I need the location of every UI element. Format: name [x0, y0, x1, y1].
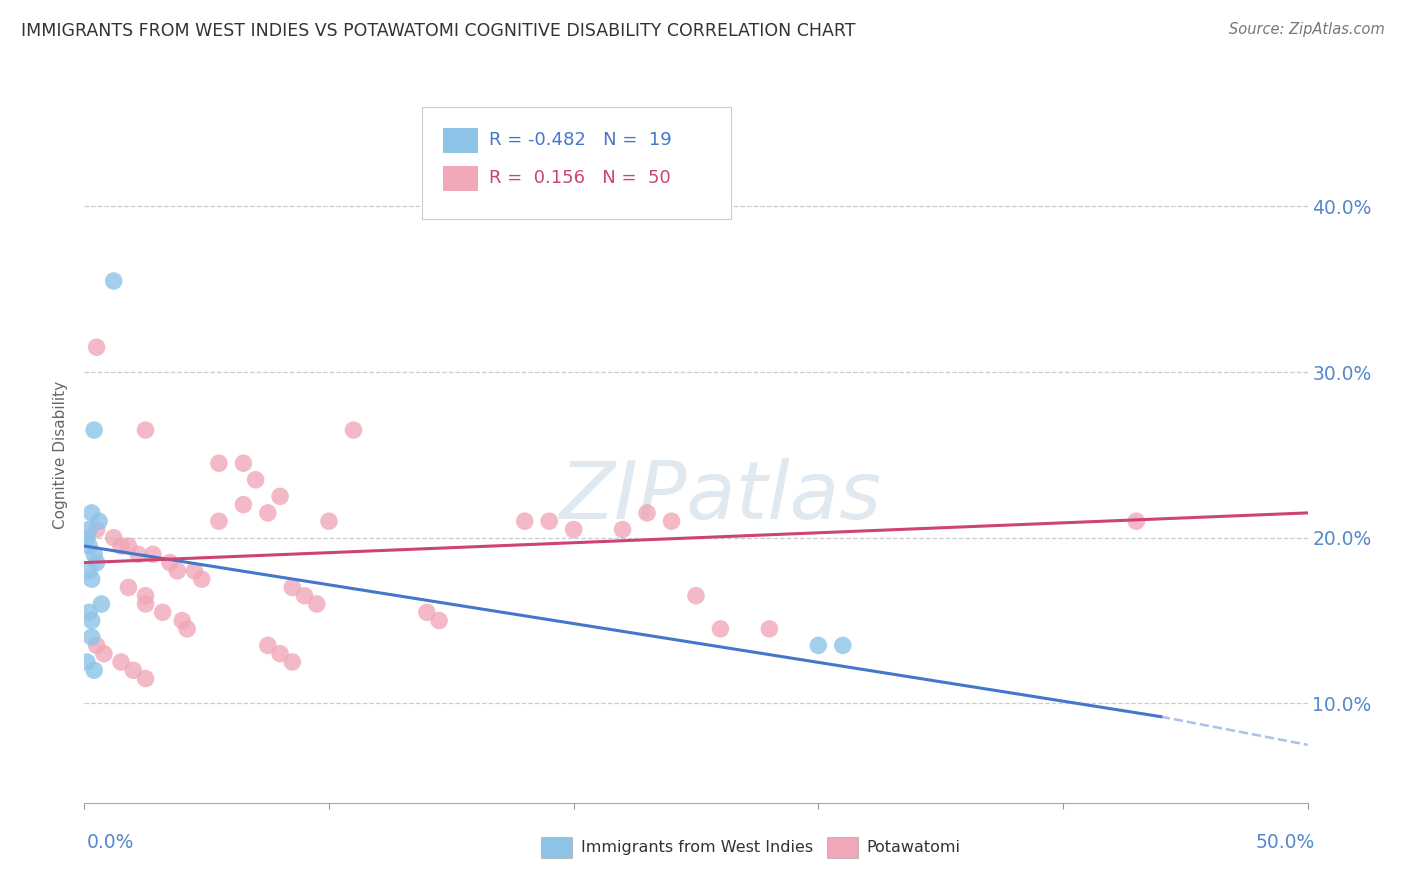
- Text: 0.0%: 0.0%: [87, 833, 135, 853]
- Point: [416, 605, 439, 619]
- Point: [685, 589, 707, 603]
- Point: [176, 622, 198, 636]
- Point: [709, 622, 731, 636]
- Point: [117, 581, 139, 595]
- Point: [661, 514, 683, 528]
- Point: [208, 514, 231, 528]
- Text: ZIPatlas: ZIPatlas: [560, 458, 882, 536]
- Point: [513, 514, 536, 528]
- Point: [281, 581, 304, 595]
- Point: [245, 473, 267, 487]
- Point: [86, 639, 108, 653]
- Point: [77, 564, 100, 578]
- Point: [83, 547, 105, 561]
- Point: [80, 614, 103, 628]
- Point: [427, 614, 450, 628]
- Point: [77, 605, 100, 619]
- Point: [612, 523, 634, 537]
- Point: [77, 539, 100, 553]
- Point: [122, 663, 145, 677]
- Point: [159, 556, 181, 570]
- Point: [110, 655, 132, 669]
- Point: [257, 506, 280, 520]
- Text: IMMIGRANTS FROM WEST INDIES VS POTAWATOMI COGNITIVE DISABILITY CORRELATION CHART: IMMIGRANTS FROM WEST INDIES VS POTAWATOM…: [21, 22, 856, 40]
- Text: R =  0.156   N =  50: R = 0.156 N = 50: [489, 169, 671, 187]
- Point: [269, 647, 291, 661]
- Point: [831, 639, 853, 653]
- Point: [538, 514, 561, 528]
- Point: [103, 274, 125, 288]
- Y-axis label: Cognitive Disability: Cognitive Disability: [53, 381, 69, 529]
- Point: [86, 340, 108, 354]
- Point: [80, 572, 103, 586]
- Point: [152, 605, 174, 619]
- Point: [166, 564, 188, 578]
- Point: [90, 597, 112, 611]
- Point: [135, 672, 157, 686]
- Point: [76, 655, 98, 669]
- Point: [232, 498, 254, 512]
- Point: [135, 589, 157, 603]
- Text: 50.0%: 50.0%: [1256, 833, 1315, 853]
- Point: [77, 523, 100, 537]
- Point: [87, 514, 110, 528]
- Point: [208, 456, 231, 470]
- Point: [232, 456, 254, 470]
- Text: R = -0.482   N =  19: R = -0.482 N = 19: [489, 131, 672, 149]
- Point: [135, 423, 157, 437]
- Text: Source: ZipAtlas.com: Source: ZipAtlas.com: [1229, 22, 1385, 37]
- Point: [93, 647, 115, 661]
- Text: Immigrants from West Indies: Immigrants from West Indies: [581, 840, 813, 855]
- Point: [127, 547, 149, 561]
- Point: [172, 614, 194, 628]
- Point: [758, 622, 780, 636]
- Point: [807, 639, 830, 653]
- Point: [83, 663, 105, 677]
- Point: [86, 523, 108, 537]
- Point: [257, 639, 280, 653]
- Point: [294, 589, 316, 603]
- Point: [80, 506, 103, 520]
- Point: [80, 630, 103, 644]
- Text: Potawatomi: Potawatomi: [866, 840, 960, 855]
- Point: [103, 531, 125, 545]
- Point: [110, 539, 132, 553]
- Point: [86, 556, 108, 570]
- Point: [135, 597, 157, 611]
- Point: [318, 514, 340, 528]
- Point: [83, 423, 105, 437]
- Point: [76, 531, 98, 545]
- Point: [1125, 514, 1147, 528]
- Point: [562, 523, 585, 537]
- Point: [305, 597, 328, 611]
- Point: [183, 564, 205, 578]
- Point: [117, 539, 139, 553]
- Point: [269, 489, 291, 503]
- Point: [142, 547, 165, 561]
- Point: [191, 572, 214, 586]
- Point: [281, 655, 304, 669]
- Point: [342, 423, 364, 437]
- Point: [636, 506, 658, 520]
